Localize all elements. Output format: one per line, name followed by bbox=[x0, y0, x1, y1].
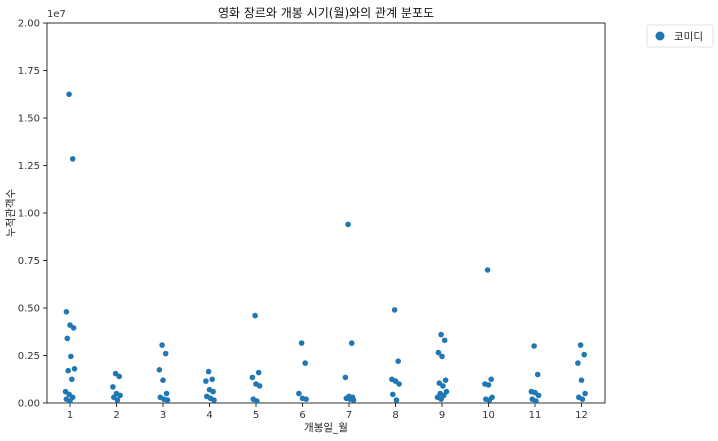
x-axis: 1 2 3 4 5 6 7 8 9 10 11 12 bbox=[67, 403, 588, 421]
scatter-point bbox=[252, 312, 258, 319]
scatter-point bbox=[577, 342, 584, 348]
scatter-point bbox=[581, 351, 587, 358]
scatter-point bbox=[69, 376, 75, 383]
scatter-point bbox=[117, 392, 123, 399]
scatter-point bbox=[70, 325, 77, 331]
scatter-point bbox=[162, 350, 169, 357]
y-tick-label: 1.25 bbox=[18, 161, 40, 172]
scatter-point bbox=[484, 267, 491, 273]
scatter-point bbox=[71, 366, 78, 372]
y-tick-label: 0.75 bbox=[18, 256, 40, 267]
scatter-point bbox=[298, 340, 305, 346]
plot-area bbox=[46, 22, 606, 404]
scatter-point bbox=[210, 388, 216, 395]
scatter-point bbox=[531, 343, 537, 349]
x-tick-label: 5 bbox=[253, 410, 259, 421]
scatter-point bbox=[535, 392, 542, 399]
scatter-point bbox=[396, 381, 402, 387]
legend-frame bbox=[646, 24, 714, 48]
scatter-point bbox=[303, 396, 309, 403]
scatter-point bbox=[350, 397, 357, 403]
scatter-point bbox=[488, 376, 495, 383]
y-axis: 0.00 0.25 0.50 0.75 1.00 1.25 1.50 1.75 2.00 bbox=[18, 19, 47, 410]
scatter-point bbox=[485, 382, 492, 388]
x-tick-label: 8 bbox=[392, 410, 398, 421]
scatter-point bbox=[254, 398, 260, 404]
y-tick-label: 0.25 bbox=[18, 351, 40, 362]
scatter-point bbox=[582, 390, 588, 397]
scatter-point bbox=[342, 374, 349, 381]
scatter-point bbox=[575, 360, 581, 366]
scatter-point bbox=[114, 397, 121, 403]
scatter-point bbox=[395, 358, 402, 365]
scatter-point bbox=[441, 337, 448, 344]
scatter-point bbox=[67, 398, 73, 404]
scatter-point bbox=[255, 369, 262, 376]
scatter-point bbox=[578, 377, 585, 384]
x-tick-label: 3 bbox=[160, 410, 166, 421]
x-tick-label: 2 bbox=[113, 410, 119, 421]
y-tick-label: 1.75 bbox=[18, 66, 40, 77]
legend-marker bbox=[655, 31, 665, 41]
scatter-point bbox=[163, 390, 170, 397]
scatter-point bbox=[348, 340, 355, 346]
x-tick-label: 12 bbox=[575, 410, 588, 421]
y-tick-label: 1.50 bbox=[18, 114, 40, 125]
y-tick-label: 0.50 bbox=[18, 304, 40, 315]
scatter-point bbox=[533, 398, 539, 404]
legend-label: 코미디 bbox=[674, 31, 703, 43]
x-tick-label: 11 bbox=[529, 410, 542, 421]
scatter-point bbox=[302, 360, 309, 366]
scatter-point bbox=[203, 378, 209, 384]
scatter-point bbox=[64, 335, 71, 342]
scatter-point bbox=[390, 391, 396, 398]
scatter-point bbox=[534, 371, 541, 378]
scatter-point bbox=[440, 383, 446, 389]
scatter-point bbox=[68, 353, 74, 360]
chart-title: 영화 장르와 개봉 시기(월)와의 관계 분포도 bbox=[218, 6, 434, 20]
scatter-point bbox=[65, 367, 71, 374]
scatter-point bbox=[110, 384, 116, 390]
scatter-point bbox=[116, 373, 122, 380]
scatter-point bbox=[69, 156, 76, 162]
x-tick-label: 9 bbox=[439, 410, 445, 421]
y-tick-label: 2.00 bbox=[18, 19, 40, 30]
y-offset-label: 1e7 bbox=[47, 9, 66, 20]
scatter-point bbox=[249, 374, 256, 381]
x-axis-label: 개봉일_월 bbox=[304, 421, 348, 434]
scatter-point bbox=[159, 342, 165, 348]
scatter-point bbox=[160, 377, 166, 384]
scatter-point bbox=[579, 396, 586, 403]
scatter-point bbox=[164, 397, 171, 403]
y-tick-label: 1.00 bbox=[18, 209, 40, 220]
scatter-point bbox=[296, 390, 302, 397]
y-axis-label: 누적관객수 bbox=[5, 189, 17, 238]
x-tick-label: 6 bbox=[299, 410, 305, 421]
x-tick-label: 4 bbox=[206, 410, 212, 421]
scatter-point bbox=[209, 376, 215, 383]
scatter-point bbox=[211, 397, 217, 403]
legend: 코미디 bbox=[646, 24, 714, 48]
x-tick-label: 7 bbox=[346, 410, 352, 421]
scatter-point bbox=[435, 349, 442, 356]
scatter-point bbox=[393, 397, 400, 403]
scatter-point bbox=[442, 377, 449, 384]
y-tick-label: 0.00 bbox=[18, 399, 40, 410]
scatter-point bbox=[156, 367, 163, 373]
x-tick-label: 1 bbox=[67, 410, 73, 421]
scatter-point bbox=[63, 309, 70, 315]
data-points bbox=[62, 91, 588, 404]
scatter-point bbox=[439, 353, 445, 360]
scatter-point bbox=[438, 396, 444, 403]
scatter-point bbox=[486, 397, 493, 403]
scatter-point bbox=[438, 331, 444, 338]
scatter-point bbox=[391, 307, 398, 313]
scatter-point bbox=[205, 368, 212, 375]
scatter-point bbox=[345, 221, 351, 228]
x-tick-label: 10 bbox=[482, 410, 495, 421]
scatter-point bbox=[256, 383, 263, 389]
scatter-point bbox=[66, 91, 72, 98]
